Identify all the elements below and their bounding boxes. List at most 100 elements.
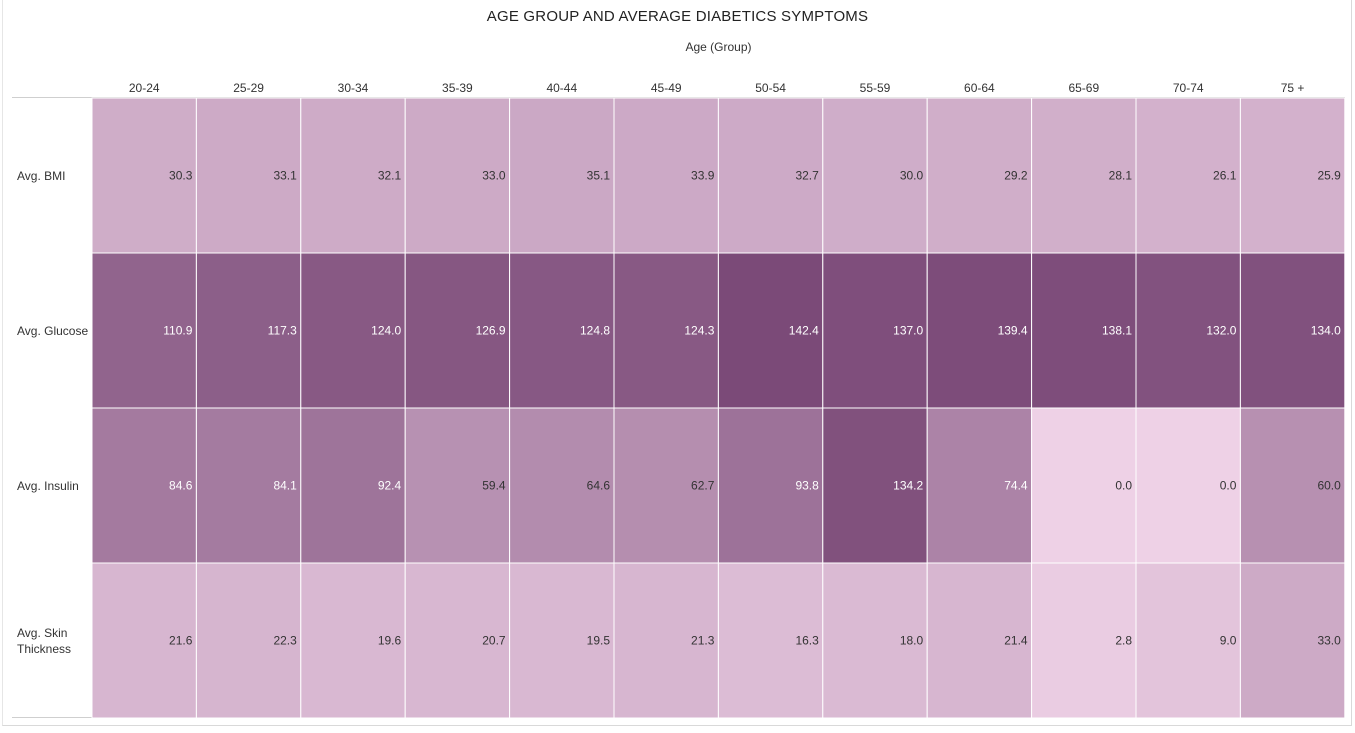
column-header: Age (Group) bbox=[685, 40, 752, 54]
heatmap-cell[interactable] bbox=[613, 562, 719, 719]
heatmap-cell[interactable] bbox=[1135, 252, 1241, 409]
cell-value: 28.1 bbox=[1109, 169, 1133, 183]
heatmap-cell[interactable] bbox=[1135, 562, 1241, 719]
column-label: 60-64 bbox=[964, 81, 995, 95]
row-label: Avg. Insulin bbox=[17, 478, 79, 493]
cell-value: 62.7 bbox=[691, 479, 715, 493]
cell-value: 35.1 bbox=[587, 169, 611, 183]
cell-value: 19.6 bbox=[378, 634, 402, 648]
heatmap-cell[interactable] bbox=[509, 562, 615, 719]
cell-value: 16.3 bbox=[795, 634, 819, 648]
cell-value: 21.6 bbox=[169, 634, 193, 648]
heatmap-cell[interactable] bbox=[1239, 562, 1346, 719]
column-label: 25-29 bbox=[233, 81, 264, 95]
row-label: Avg. Skin Thickness bbox=[17, 625, 72, 656]
heatmap-cell[interactable] bbox=[1135, 97, 1241, 254]
cell-value: 64.6 bbox=[587, 479, 611, 493]
heatmap-cell[interactable] bbox=[613, 252, 719, 409]
cell-value: 33.0 bbox=[482, 169, 506, 183]
cell-value: 18.0 bbox=[900, 634, 924, 648]
heatmap-cell[interactable] bbox=[1239, 252, 1346, 409]
heatmap-cell[interactable] bbox=[509, 252, 615, 409]
cell-value: 0.0 bbox=[1115, 479, 1132, 493]
heatmap-cell[interactable] bbox=[1031, 562, 1137, 719]
heatmap-cell[interactable] bbox=[1135, 407, 1241, 564]
cell-value: 59.4 bbox=[482, 479, 506, 493]
cell-value: 93.8 bbox=[795, 479, 819, 493]
heatmap-cell[interactable] bbox=[1239, 97, 1346, 254]
column-label: 35-39 bbox=[442, 81, 473, 95]
column-label: 75 + bbox=[1280, 81, 1305, 95]
heatmap-cell[interactable] bbox=[717, 97, 824, 254]
heatmap-cell[interactable] bbox=[300, 252, 406, 409]
heatmap-cell[interactable] bbox=[404, 407, 511, 564]
chart-title: AGE GROUP AND AVERAGE DIABETICS SYMPTOMS bbox=[486, 8, 869, 25]
cell-value: 19.5 bbox=[587, 634, 611, 648]
heatmap-cell[interactable] bbox=[300, 97, 406, 254]
cell-value: 84.1 bbox=[273, 479, 297, 493]
heatmap-cell[interactable] bbox=[195, 562, 302, 719]
cell-value: 139.4 bbox=[998, 324, 1028, 338]
cell-value: 29.2 bbox=[1004, 169, 1028, 183]
cell-value: 117.3 bbox=[268, 324, 297, 338]
cell-value: 84.6 bbox=[169, 479, 193, 493]
cell-value: 74.4 bbox=[1004, 479, 1028, 493]
cell-value: 124.8 bbox=[580, 324, 610, 338]
heatmap-cell[interactable] bbox=[1239, 407, 1346, 564]
heatmap-cell[interactable] bbox=[91, 562, 197, 719]
heatmap-cell[interactable] bbox=[717, 252, 824, 409]
heatmap-cell[interactable] bbox=[300, 407, 406, 564]
cell-value: 2.8 bbox=[1115, 634, 1132, 648]
cell-value: 138.1 bbox=[1102, 324, 1132, 338]
heatmap-cell[interactable] bbox=[613, 97, 719, 254]
column-label: 70-74 bbox=[1172, 81, 1204, 95]
cell-value: 124.0 bbox=[371, 324, 401, 338]
cell-value: 92.4 bbox=[378, 479, 402, 493]
heatmap-cell[interactable] bbox=[717, 407, 824, 564]
column-label: 45-49 bbox=[650, 81, 682, 95]
cell-value: 22.3 bbox=[273, 634, 297, 648]
heatmap-cell[interactable] bbox=[1031, 407, 1137, 564]
cell-value: 21.4 bbox=[1004, 634, 1028, 648]
cell-value: 60.0 bbox=[1317, 479, 1341, 493]
cell-value: 33.1 bbox=[273, 169, 297, 183]
column-label: 20-24 bbox=[128, 81, 160, 95]
heatmap-cell[interactable] bbox=[404, 252, 511, 409]
cell-value: 33.0 bbox=[1317, 634, 1341, 648]
cell-value: 126.9 bbox=[476, 324, 506, 338]
heatmap-cell[interactable] bbox=[822, 407, 928, 564]
cell-value: 21.3 bbox=[691, 634, 715, 648]
column-label: 50-54 bbox=[755, 81, 786, 95]
cell-value: 142.4 bbox=[789, 324, 819, 338]
heatmap-cell[interactable] bbox=[300, 562, 406, 719]
row-label: Avg. Glucose bbox=[17, 323, 89, 338]
heatmap-cell[interactable] bbox=[195, 97, 302, 254]
heatmap-cell[interactable] bbox=[1031, 252, 1137, 409]
cell-value: 26.1 bbox=[1213, 169, 1237, 183]
cell-value: 25.9 bbox=[1317, 169, 1341, 183]
column-label: 55-59 bbox=[859, 81, 891, 95]
heatmap-cell[interactable] bbox=[822, 562, 928, 719]
cell-value: 134.0 bbox=[1311, 324, 1341, 338]
cell-value: 124.3 bbox=[684, 324, 714, 338]
cell-value: 134.2 bbox=[893, 479, 923, 493]
heatmap-cell[interactable] bbox=[926, 97, 1033, 254]
heatmap-cell[interactable] bbox=[509, 407, 615, 564]
heatmap-cell[interactable] bbox=[509, 97, 615, 254]
heatmap-cell[interactable] bbox=[91, 97, 197, 254]
heatmap-cell[interactable] bbox=[91, 252, 197, 409]
heatmap-cell[interactable] bbox=[717, 562, 824, 719]
heatmap-cell[interactable] bbox=[926, 562, 1033, 719]
heatmap-cell[interactable] bbox=[195, 252, 302, 409]
heatmap-cell[interactable] bbox=[195, 407, 302, 564]
column-label: 30-34 bbox=[337, 81, 369, 95]
heatmap-cell[interactable] bbox=[822, 97, 928, 254]
cell-value: 9.0 bbox=[1220, 634, 1237, 648]
heatmap-cell[interactable] bbox=[1031, 97, 1137, 254]
cell-value: 20.7 bbox=[482, 634, 506, 648]
cell-value: 30.3 bbox=[169, 169, 193, 183]
heatmap-cell[interactable] bbox=[404, 562, 511, 719]
cell-value: 32.1 bbox=[378, 169, 402, 183]
